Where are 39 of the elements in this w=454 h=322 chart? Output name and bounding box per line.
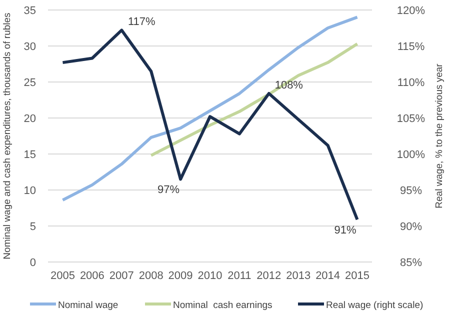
data-label: 91%: [334, 224, 356, 237]
y2-tick-label: 95%: [400, 185, 422, 197]
y-tick-label: 35: [24, 5, 36, 17]
line-series: [150, 42, 359, 157]
x-tick-label: 2014: [316, 270, 340, 282]
data-label: 108%: [274, 80, 304, 92]
y-tick-label: 5: [30, 221, 36, 233]
x-tick-label: 2007: [109, 270, 134, 282]
x-tick-label: 2008: [138, 270, 164, 282]
y-tick-label: 30: [24, 41, 36, 53]
y2-tick-label: 105%: [396, 113, 426, 125]
x-tick-label: 2011: [228, 270, 252, 282]
legend-label: Nominal cash earnings: [173, 300, 273, 311]
y-tick-label: 25: [24, 77, 36, 89]
line-series: [61, 28, 359, 222]
data-label: 117%: [128, 16, 156, 28]
y2-axis-title: Real wage, % to the previous year: [434, 64, 445, 208]
y2-tick-label: 100%: [396, 149, 426, 161]
x-tick-label: 2012: [256, 270, 282, 282]
y-tick-label: 10: [24, 185, 36, 197]
y-tick-label: 15: [24, 149, 36, 161]
y2-tick-label: 90%: [400, 221, 422, 233]
legend-label: Nominal wage: [58, 300, 118, 311]
x-tick-label: 2013: [286, 270, 311, 282]
x-tick-label: 2006: [80, 270, 104, 282]
x-tick-label: 2015: [345, 270, 370, 282]
y-axis-title: Nominal wage and cash expenditures, thousands of rubles: [2, 12, 13, 260]
y-tick-label: 0: [30, 257, 36, 269]
line-series: [61, 16, 359, 202]
legend-label: Real wage (right scale): [326, 300, 424, 311]
x-tick-label: 2009: [168, 270, 193, 282]
y2-tick-label: 120%: [396, 5, 426, 17]
x-tick-label: 2005: [50, 270, 75, 282]
y2-tick-label: 110%: [397, 77, 425, 89]
x-tick-label: 2010: [198, 270, 222, 282]
y2-tick-label: 115%: [397, 41, 425, 53]
y2-tick-label: 85%: [400, 257, 422, 269]
data-label: 97%: [158, 184, 180, 196]
y-tick-label: 20: [24, 113, 36, 125]
